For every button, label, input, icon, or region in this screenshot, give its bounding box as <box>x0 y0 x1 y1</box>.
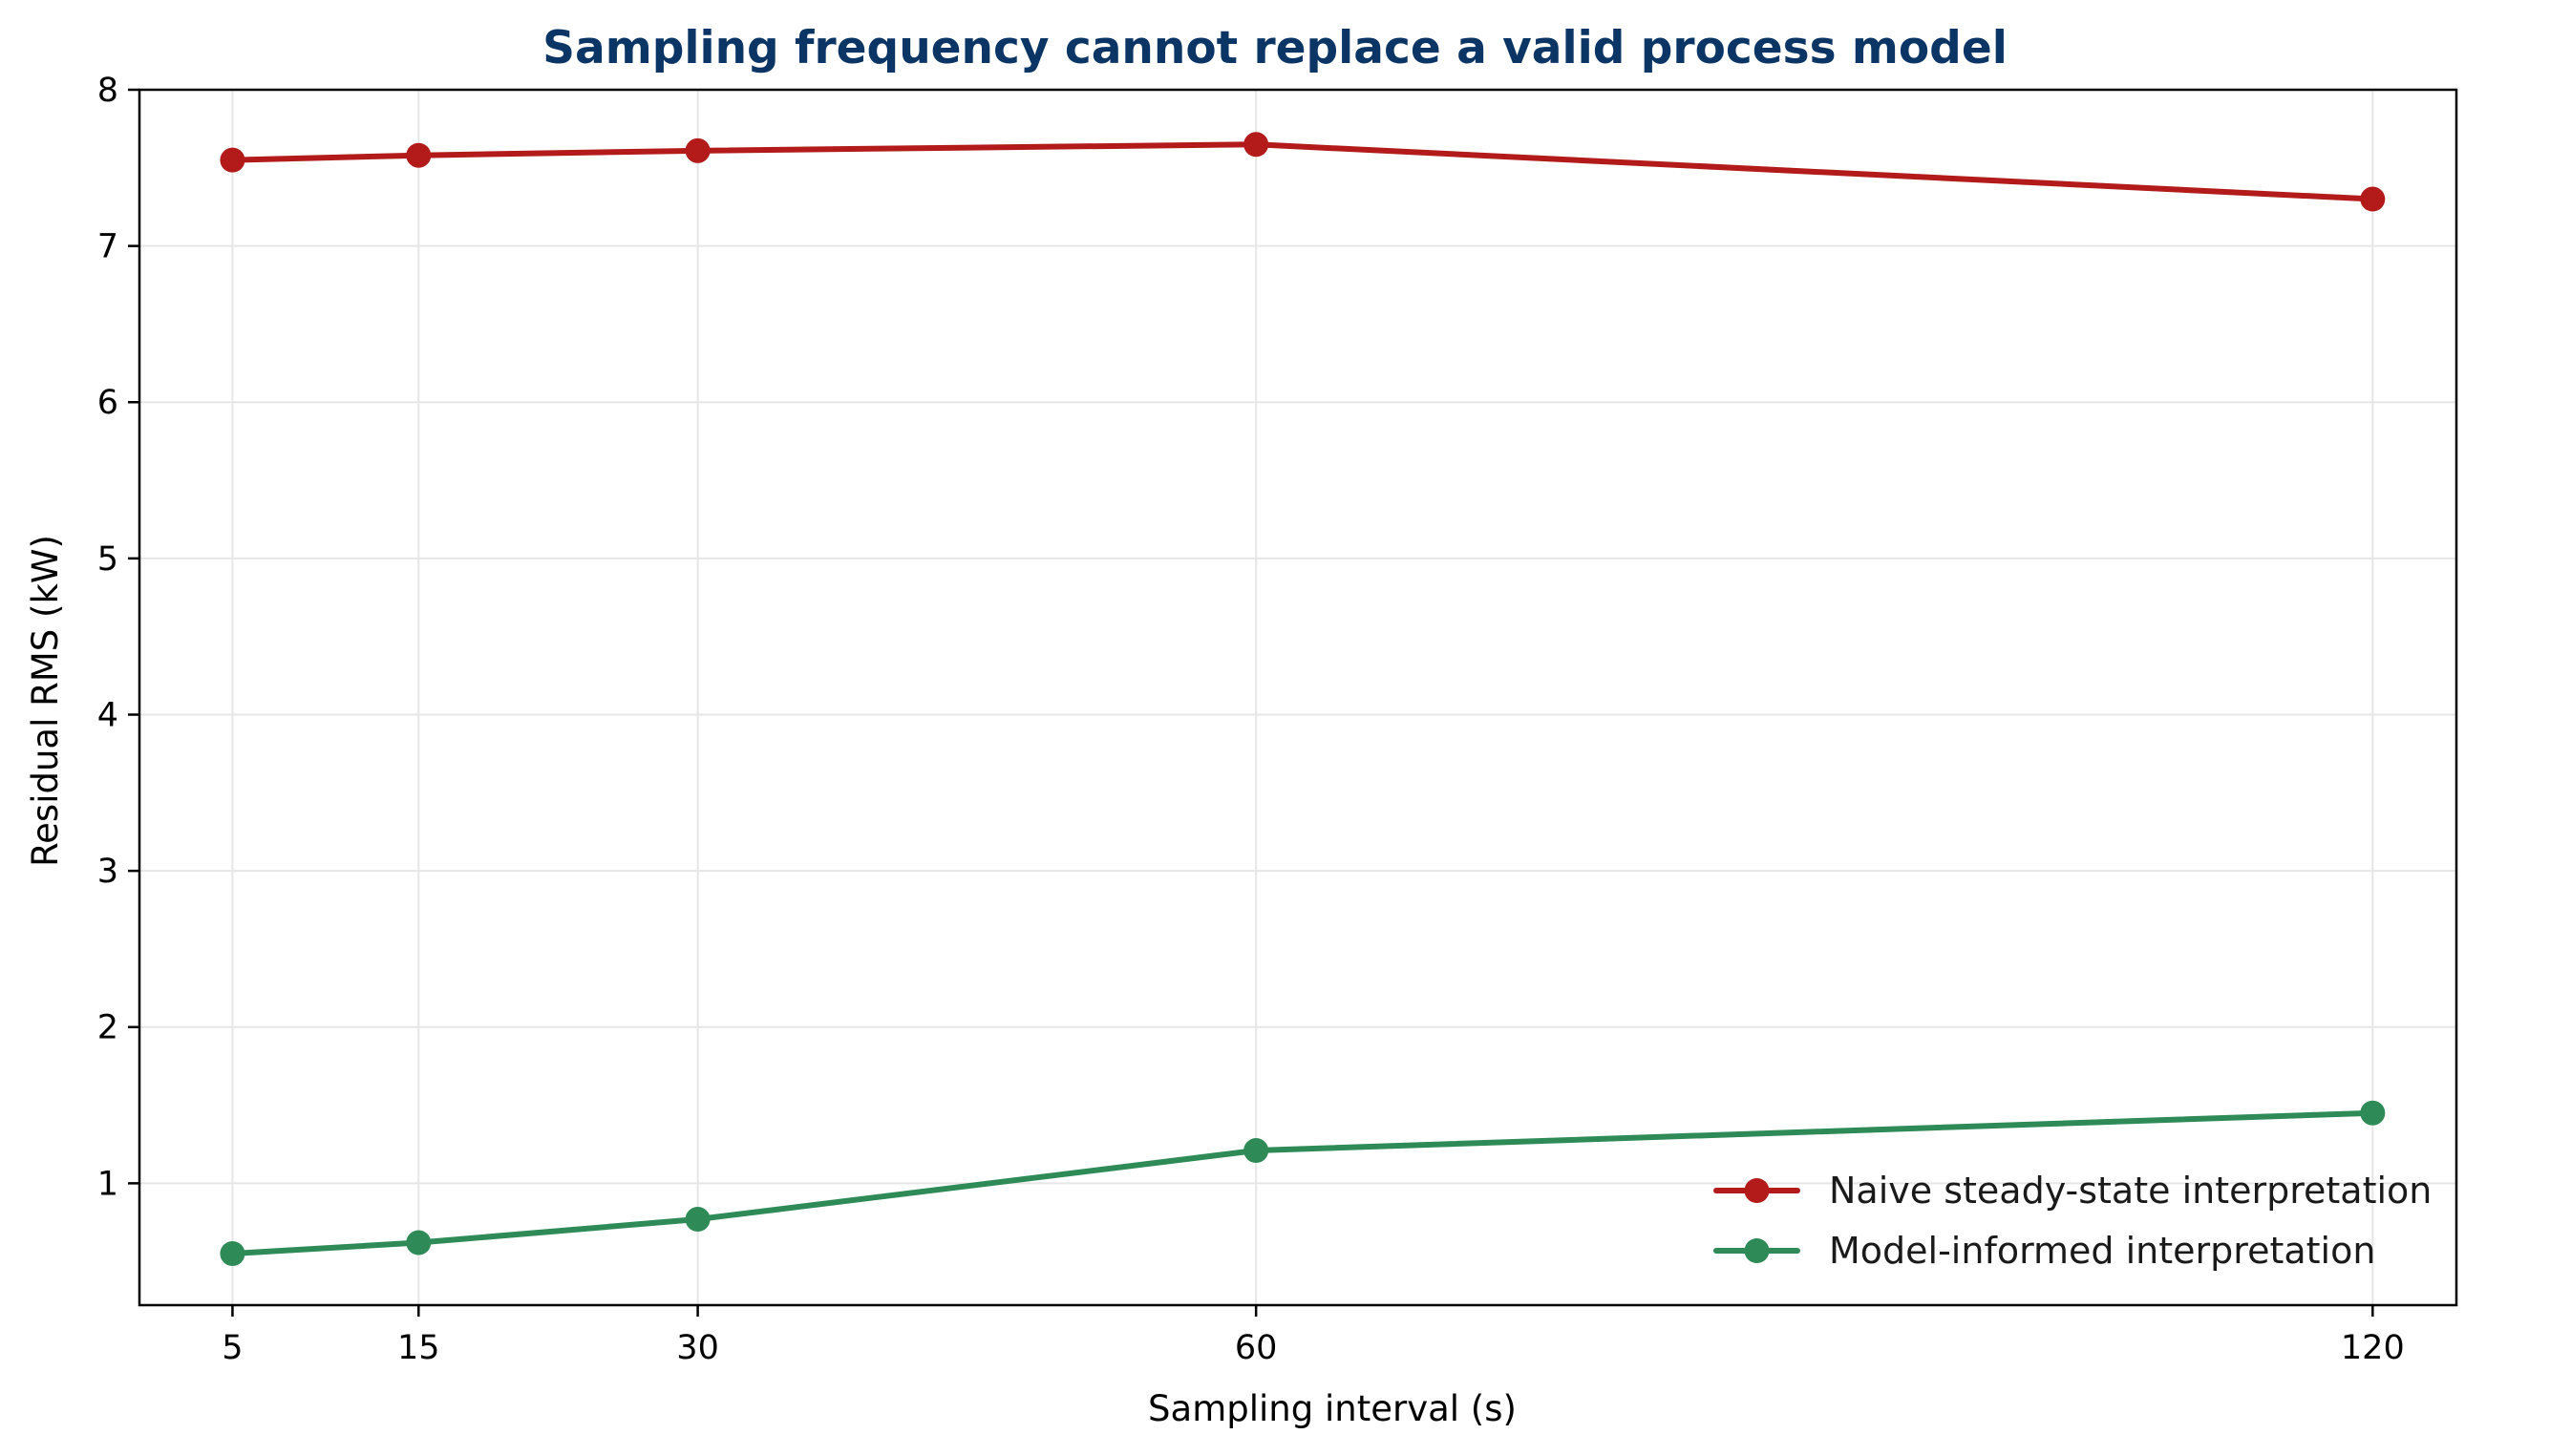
x-tick-label: 5 <box>222 1329 243 1367</box>
y-axis-label: Residual RMS (kW) <box>25 535 66 867</box>
legend-marker <box>1744 1238 1770 1263</box>
y-tick-label: 3 <box>97 853 118 891</box>
y-tick-label: 5 <box>97 540 118 579</box>
chart-title: Sampling frequency cannot replace a vali… <box>542 22 2008 74</box>
x-axis-ticks: 5 15 30 60 120 <box>222 1305 2405 1367</box>
y-tick-label: 6 <box>97 384 118 422</box>
y-tick-label: 7 <box>97 228 118 266</box>
x-axis-label: Sampling interval (s) <box>1148 1388 1517 1429</box>
data-point <box>406 142 432 168</box>
plot-area-frame <box>138 88 2458 1307</box>
x-tick-label: 60 <box>1235 1329 1278 1367</box>
y-tick-label: 4 <box>97 696 118 734</box>
x-tick-label: 30 <box>676 1329 719 1367</box>
data-point <box>220 147 245 173</box>
series-line <box>229 141 2376 202</box>
legend: Naive steady-state interpretation Model-i… <box>1713 1170 2432 1272</box>
legend-item: Model-informed interpretation <box>1713 1230 2375 1272</box>
data-point <box>1243 1138 1269 1164</box>
legend-label: Model-informed interpretation <box>1829 1230 2375 1272</box>
series-2 <box>220 1100 2386 1267</box>
data-point <box>2360 186 2386 212</box>
series-1 <box>220 132 2386 212</box>
x-gridlines <box>231 90 2374 1305</box>
data-point <box>406 1230 432 1256</box>
data-point <box>2360 1100 2386 1126</box>
y-tick-label: 8 <box>97 72 118 110</box>
y-tick-label: 1 <box>97 1165 118 1203</box>
legend-marker <box>1744 1178 1770 1203</box>
data-point <box>220 1241 245 1267</box>
x-tick-label: 120 <box>2341 1329 2405 1367</box>
x-tick-label: 15 <box>397 1329 440 1367</box>
legend-label: Naive steady-state interpretation <box>1829 1170 2432 1212</box>
y-tick-label: 2 <box>97 1009 118 1047</box>
data-point <box>685 1207 711 1233</box>
y-gridlines <box>139 89 2456 1185</box>
y-axis-ticks: 1 2 3 4 5 6 7 8 <box>97 72 139 1203</box>
data-point <box>1243 132 1269 158</box>
data-point <box>685 137 711 163</box>
legend-item: Naive steady-state interpretation <box>1713 1170 2432 1212</box>
series-layer <box>220 132 2386 1267</box>
